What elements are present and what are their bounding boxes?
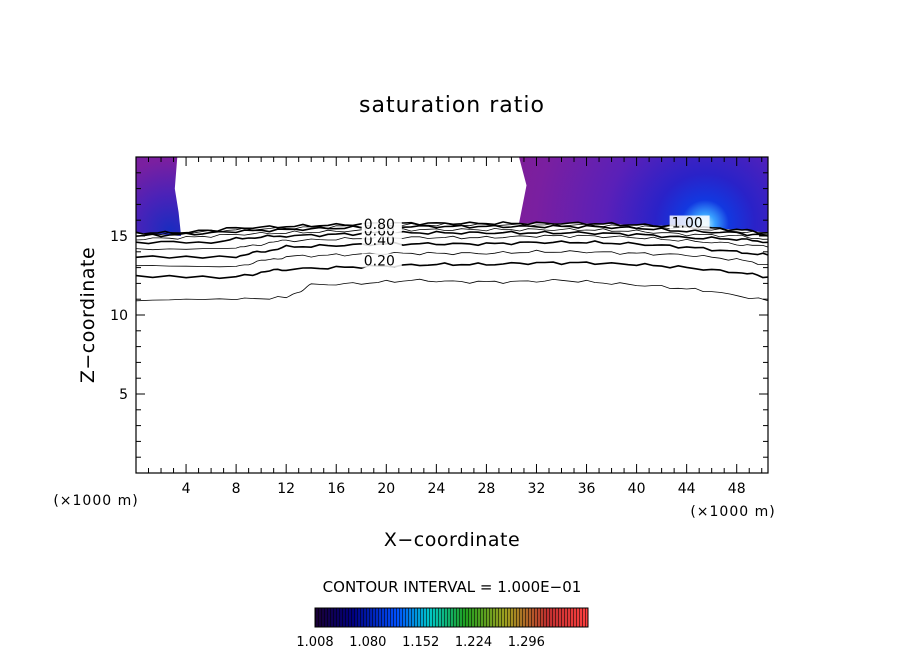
contour-line	[136, 249, 768, 268]
colorbar-frame	[314, 607, 589, 628]
x-tick-label: 12	[277, 481, 295, 497]
contour-line	[136, 230, 768, 245]
colorbar-tick-label: 1.152	[402, 635, 439, 650]
x-tick-label: 16	[327, 481, 345, 497]
y-tick-label: 10	[110, 308, 128, 324]
supersaturated-region	[136, 157, 182, 236]
colorbar-tick-label: 1.008	[296, 635, 333, 650]
y-axis-ticks: 5 10 15	[110, 172, 768, 458]
contour-line	[136, 278, 768, 302]
x-axis-label: X−coordinate	[384, 529, 520, 551]
contour-label-bg	[361, 217, 402, 232]
colorbar	[314, 607, 589, 628]
contour-line	[136, 234, 768, 251]
contour-label-bg	[361, 253, 402, 268]
x-axis-ticks: 4 8 12 16 20 24 28 32 36 40 44 48	[148, 157, 763, 497]
contour-label: 1.00	[672, 216, 703, 232]
x-tick-label: 4	[182, 481, 191, 497]
x-tick-label: 36	[578, 481, 596, 497]
colorbar-tick-label: 1.080	[349, 635, 386, 650]
chart-title: saturation ratio	[359, 93, 545, 118]
supersaturated-regions	[136, 157, 768, 236]
contour-lines	[136, 221, 768, 302]
x-tick-label: 8	[232, 481, 241, 497]
colorbar-ticks: 1.008 1.080 1.152 1.224 1.296	[296, 635, 545, 650]
x-tick-label: 44	[678, 481, 696, 497]
colorbar-tick-label: 1.296	[508, 635, 545, 650]
x-tick-label: 40	[628, 481, 646, 497]
x-tick-label: 48	[728, 481, 746, 497]
contour-line	[136, 261, 768, 280]
contour-label: 0.20	[364, 253, 395, 269]
contour-line	[136, 227, 768, 241]
x-unit-left: (×1000 m)	[53, 493, 138, 509]
y-tick-label: 5	[119, 387, 128, 403]
x-unit-right: (×1000 m)	[690, 504, 775, 520]
contour-interval-label: CONTOUR INTERVAL = 1.000E−01	[323, 578, 582, 596]
contour-labels: 0.200.400.600.80 1.00	[361, 215, 710, 269]
x-tick-label: 28	[478, 481, 496, 497]
colorbar-tick-label: 1.224	[455, 635, 492, 650]
supersaturated-region	[519, 157, 768, 233]
contour-label-bg	[669, 215, 710, 230]
y-axis-label: Z−coordinate	[77, 247, 99, 383]
contour-label: 0.80	[364, 217, 395, 233]
x-tick-label: 32	[528, 481, 546, 497]
x-tick-label: 20	[377, 481, 395, 497]
contour-line	[136, 240, 768, 259]
x-tick-label: 24	[427, 481, 445, 497]
y-tick-label: 15	[110, 229, 128, 245]
colorbar-stripes	[315, 608, 588, 627]
